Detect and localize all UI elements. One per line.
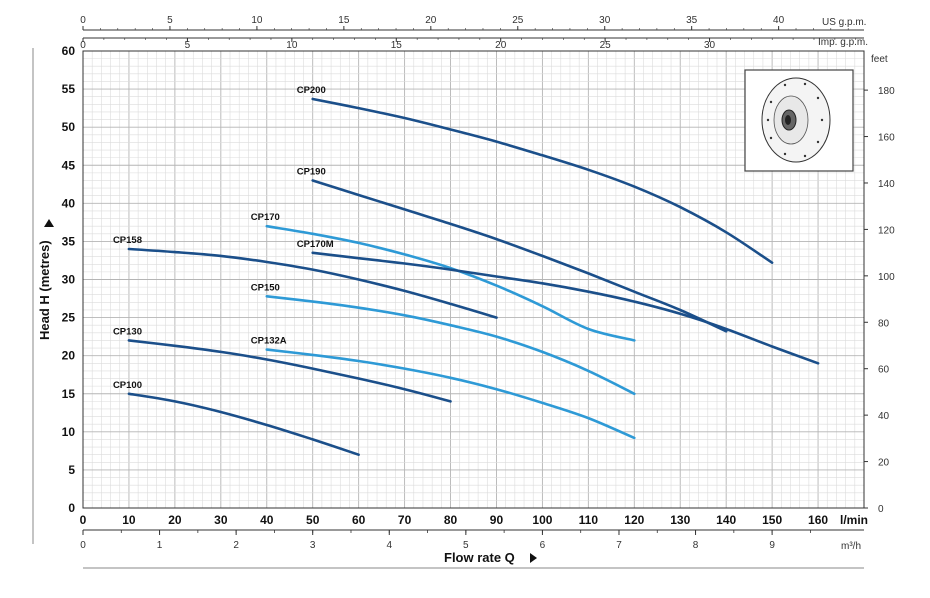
- y-feet-tick-label: 180: [878, 86, 895, 97]
- y-axis-title: Head H (metres): [37, 240, 52, 340]
- x-tick-label: 40: [260, 513, 274, 527]
- curve-cp170: [265, 224, 636, 342]
- plot-frame: [82, 50, 865, 509]
- y-tick-label: 60: [62, 44, 76, 58]
- y-tick-label: 15: [62, 387, 76, 401]
- x-impgpm-tick-label: 20: [495, 40, 507, 51]
- x-impgpm-tick-label: 5: [185, 40, 191, 51]
- curve-label-cp158: CP158: [113, 235, 142, 246]
- curve-label-cp190: CP190: [297, 166, 326, 177]
- y-feet-tick-label: 140: [878, 179, 895, 190]
- curve-label-cp150: CP150: [251, 282, 280, 293]
- y-tick-label: 40: [62, 196, 76, 210]
- curve-label-cp170: CP170: [251, 212, 280, 223]
- curve-label-cp130: CP130: [113, 326, 142, 337]
- x-m3h-tick-label: 3: [310, 540, 316, 551]
- x-tick-label: 0: [80, 513, 87, 527]
- y-tick-label: 55: [62, 82, 76, 96]
- impeller-image: [744, 69, 854, 172]
- x-tick-label: 60: [352, 513, 366, 527]
- curve-cp190: [311, 179, 728, 333]
- y-tick-label: 25: [62, 311, 76, 325]
- curve-cp158: [127, 247, 498, 319]
- x-m3h-unit: m³/h: [841, 541, 861, 552]
- x-usgpm-tick-label: 20: [425, 15, 437, 26]
- x-tick-label: 120: [624, 513, 644, 527]
- x-axis-arrow-icon: [530, 553, 537, 563]
- curve-cp170m: [311, 251, 820, 365]
- x-tick-label: 160: [808, 513, 828, 527]
- x-usgpm-tick-label: 15: [338, 15, 350, 26]
- y-feet-tick-label: 0: [878, 504, 884, 515]
- curve-cp132a: [265, 348, 636, 440]
- y-feet-tick-label: 80: [878, 318, 890, 329]
- y-tick-label: 30: [62, 273, 76, 287]
- x-usgpm-tick-label: 25: [512, 15, 524, 26]
- y-feet-tick-label: 60: [878, 365, 890, 376]
- x-tick-label: 80: [444, 513, 458, 527]
- x-impgpm-tick-label: 25: [600, 40, 612, 51]
- x-m3h-tick-label: 4: [386, 540, 392, 551]
- x-m3h-tick-label: 5: [463, 540, 469, 551]
- curves: [127, 97, 820, 456]
- y-feet-tick-label: 100: [878, 272, 895, 283]
- x-impgpm-tick-label: 0: [80, 40, 86, 51]
- x-tick-label: 70: [398, 513, 412, 527]
- x-usgpm-tick-label: 30: [599, 15, 611, 26]
- y-axis-arrow-icon: [44, 219, 54, 227]
- y-tick-label: 35: [62, 234, 76, 248]
- y-feet-unit: feet: [871, 54, 888, 65]
- x-tick-label: 50: [306, 513, 320, 527]
- x-tick-label: 140: [716, 513, 736, 527]
- x-tick-label: 150: [762, 513, 782, 527]
- x-tick-label: 110: [579, 513, 599, 527]
- x-usgpm-tick-label: 0: [80, 15, 86, 26]
- x-tick-label: 100: [532, 513, 552, 527]
- y-tick-label: 20: [62, 349, 76, 363]
- x-m3h-tick-label: 9: [769, 540, 775, 551]
- x-usgpm-tick-label: 10: [251, 15, 263, 26]
- curve-label-cp170m: CP170M: [297, 239, 334, 250]
- y-feet-tick-label: 120: [878, 225, 895, 236]
- labels: CP200 CP190 CP170 CP170M CP158 CP150 CP132A CP1…: [113, 85, 334, 391]
- x-impgpm-tick-label: 30: [704, 40, 716, 51]
- x-tick-label: 20: [168, 513, 182, 527]
- y-tick-label: 5: [68, 463, 75, 477]
- x-m3h-tick-label: 8: [693, 540, 699, 551]
- x-tick-label: 10: [122, 513, 136, 527]
- x-m3h-tick-label: 1: [157, 540, 163, 551]
- curve-cp130: [127, 339, 452, 403]
- curve-cp200: [311, 97, 774, 264]
- x-impgpm-tick-label: 15: [391, 40, 403, 51]
- curve-label-cp200: CP200: [297, 85, 326, 96]
- axes: 0510152025303540455055600204060801001201…: [32, 15, 895, 569]
- x-tick-label: 30: [214, 513, 228, 527]
- x-usgpm-tick-label: 35: [686, 15, 698, 26]
- x-m3h-tick-label: 6: [540, 540, 546, 551]
- x-usgpm-tick-label: 5: [167, 15, 173, 26]
- curve-label-cp132a: CP132A: [251, 336, 287, 347]
- x-usgpm-unit: US g.p.m.: [822, 17, 866, 28]
- x-axis-title: Flow rate Q: [444, 550, 515, 565]
- y-tick-label: 50: [62, 120, 76, 134]
- x-m3h-tick-label: 7: [616, 540, 622, 551]
- y-feet-tick-label: 20: [878, 458, 890, 469]
- curve-cp100: [127, 392, 360, 456]
- curve-cp150: [265, 295, 636, 396]
- y-feet-tick-label: 40: [878, 411, 890, 422]
- y-feet-tick-label: 160: [878, 133, 895, 144]
- x-tick-label: 130: [670, 513, 690, 527]
- curve-label-cp100: CP100: [113, 380, 142, 391]
- x-tick-label: 90: [490, 513, 504, 527]
- x-m3h-tick-label: 0: [80, 540, 86, 551]
- x-usgpm-tick-label: 40: [773, 15, 785, 26]
- x-m3h-tick-label: 2: [233, 540, 239, 551]
- y-tick-label: 45: [62, 158, 76, 172]
- y-tick-label: 10: [62, 425, 76, 439]
- x-impgpm-tick-label: 10: [286, 40, 298, 51]
- y-tick-label: 0: [68, 501, 75, 515]
- x-primary-unit: l/min: [840, 513, 868, 527]
- x-impgpm-unit: Imp. g.p.m.: [818, 37, 868, 48]
